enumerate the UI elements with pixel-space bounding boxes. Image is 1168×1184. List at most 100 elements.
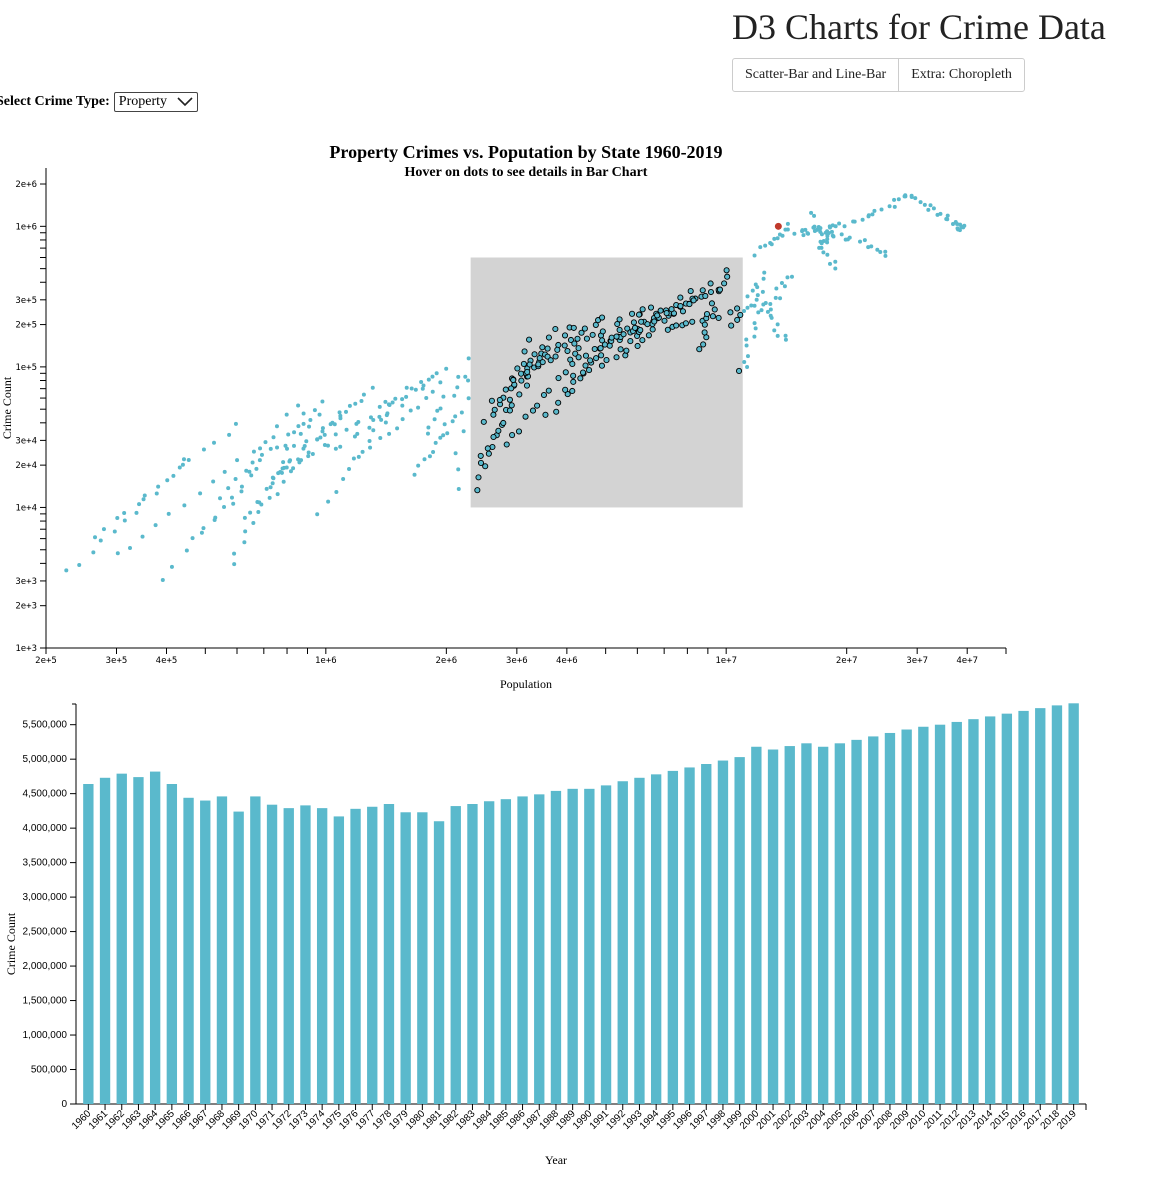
scatter-point[interactable] [752,334,757,339]
scatter-point[interactable] [761,276,766,281]
scatter-point[interactable] [424,396,429,401]
scatter-point[interactable] [571,340,578,347]
scatter-point[interactable] [332,422,337,427]
bar[interactable] [433,821,445,1104]
bar[interactable] [350,808,361,1104]
scatter-point[interactable] [177,465,182,470]
scatter-point[interactable] [359,399,364,404]
scatter-point[interactable] [475,474,482,481]
scatter-point[interactable] [552,325,559,333]
scatter-point[interactable] [875,247,880,252]
scatter-point[interactable] [515,428,523,435]
scatter-point[interactable] [182,503,187,508]
scatter-point[interactable] [783,333,788,338]
scatter-point[interactable] [93,535,98,540]
scatter-point[interactable] [518,377,525,384]
scatter-point[interactable] [931,206,936,211]
scatter-point[interactable] [654,312,661,319]
scatter-point[interactable] [122,511,127,516]
scatter-point[interactable] [637,327,644,334]
scatter-point[interactable] [268,485,273,490]
scatter-point[interactable] [785,221,790,226]
scatter-point[interactable] [322,432,327,437]
scatter-point[interactable] [276,471,281,476]
scatter-point[interactable] [918,200,923,205]
scatter-point[interactable] [315,437,320,442]
scatter-point[interactable] [484,445,491,452]
scatter-point[interactable] [433,440,438,445]
scatter-point[interactable] [412,472,417,477]
scatter-point[interactable] [552,353,559,360]
scatter-point[interactable] [426,377,431,382]
scatter-point[interactable] [427,454,432,459]
scatter-point[interactable] [803,227,808,232]
scatter-point[interactable] [242,515,247,520]
scatter-point[interactable] [281,460,286,465]
scatter-point[interactable] [355,431,360,436]
scatter-point[interactable] [909,194,914,199]
bar[interactable] [116,773,127,1104]
scatter-point[interactable] [825,237,830,242]
scatter-point[interactable] [651,318,658,325]
scatter-point[interactable] [765,309,770,314]
scatter-point[interactable] [455,385,460,390]
scatter-point[interactable] [579,369,587,376]
scatter-point[interactable] [536,355,543,362]
scatter-point[interactable] [570,324,577,331]
scatter-point[interactable] [356,420,361,425]
scatter-point[interactable] [432,417,437,422]
scatter-point[interactable] [769,315,774,320]
scatter-point[interactable] [613,333,620,340]
scatter-point[interactable] [555,341,562,349]
scatter-point[interactable] [587,357,594,364]
scatter-point[interactable] [186,458,191,463]
scatter-point[interactable] [488,397,495,404]
scatter-point[interactable] [231,501,236,506]
scatter-point[interactable] [184,548,189,553]
scatter-point[interactable] [466,356,471,361]
scatter-point[interactable] [645,332,652,339]
scatter-point[interactable] [755,293,760,298]
scatter-point[interactable] [416,463,421,468]
scatter-point[interactable] [180,462,185,467]
scatter-point[interactable] [268,446,273,451]
scatter-point[interactable] [154,491,159,496]
scatter-point[interactable] [64,568,69,573]
scatter-point[interactable] [453,451,458,456]
scatter-point[interactable] [553,408,560,415]
scatter-point[interactable] [812,229,817,234]
scatter-point[interactable] [270,481,275,486]
scatter-point[interactable] [409,386,414,391]
scatter-point[interactable] [582,362,589,369]
bar[interactable] [918,726,929,1104]
scatter-point[interactable] [878,250,883,255]
scatter-point[interactable] [444,366,449,371]
scatter-point[interactable] [603,357,610,364]
scatter-point[interactable] [112,529,117,534]
scatter-point[interactable] [616,326,623,333]
scatter-point[interactable] [122,518,127,523]
scatter-point[interactable] [826,231,831,236]
bar[interactable] [884,732,896,1104]
scatter-point[interactable] [715,314,722,321]
scatter-point[interactable] [438,435,443,440]
bar[interactable] [600,785,612,1104]
scatter-point[interactable] [892,204,897,209]
scatter-point[interactable] [285,446,290,451]
scatter-point[interactable] [723,267,730,274]
scatter-point[interactable] [400,417,405,422]
scatter-point[interactable] [431,450,436,455]
scatter-point[interactable] [229,495,234,500]
scatter-point[interactable] [463,374,468,379]
scatter-point[interactable] [624,325,631,332]
scatter-point[interactable] [744,337,749,342]
scatter-point[interactable] [860,217,865,222]
scatter-point[interactable] [169,564,174,569]
bar[interactable] [1051,705,1063,1104]
scatter-point[interactable] [456,486,461,491]
scatter-point[interactable] [896,197,901,202]
scatter-point[interactable] [702,292,709,300]
bar[interactable] [901,729,912,1104]
scatter-point[interactable] [668,306,675,313]
scatter-point[interactable] [333,446,338,451]
